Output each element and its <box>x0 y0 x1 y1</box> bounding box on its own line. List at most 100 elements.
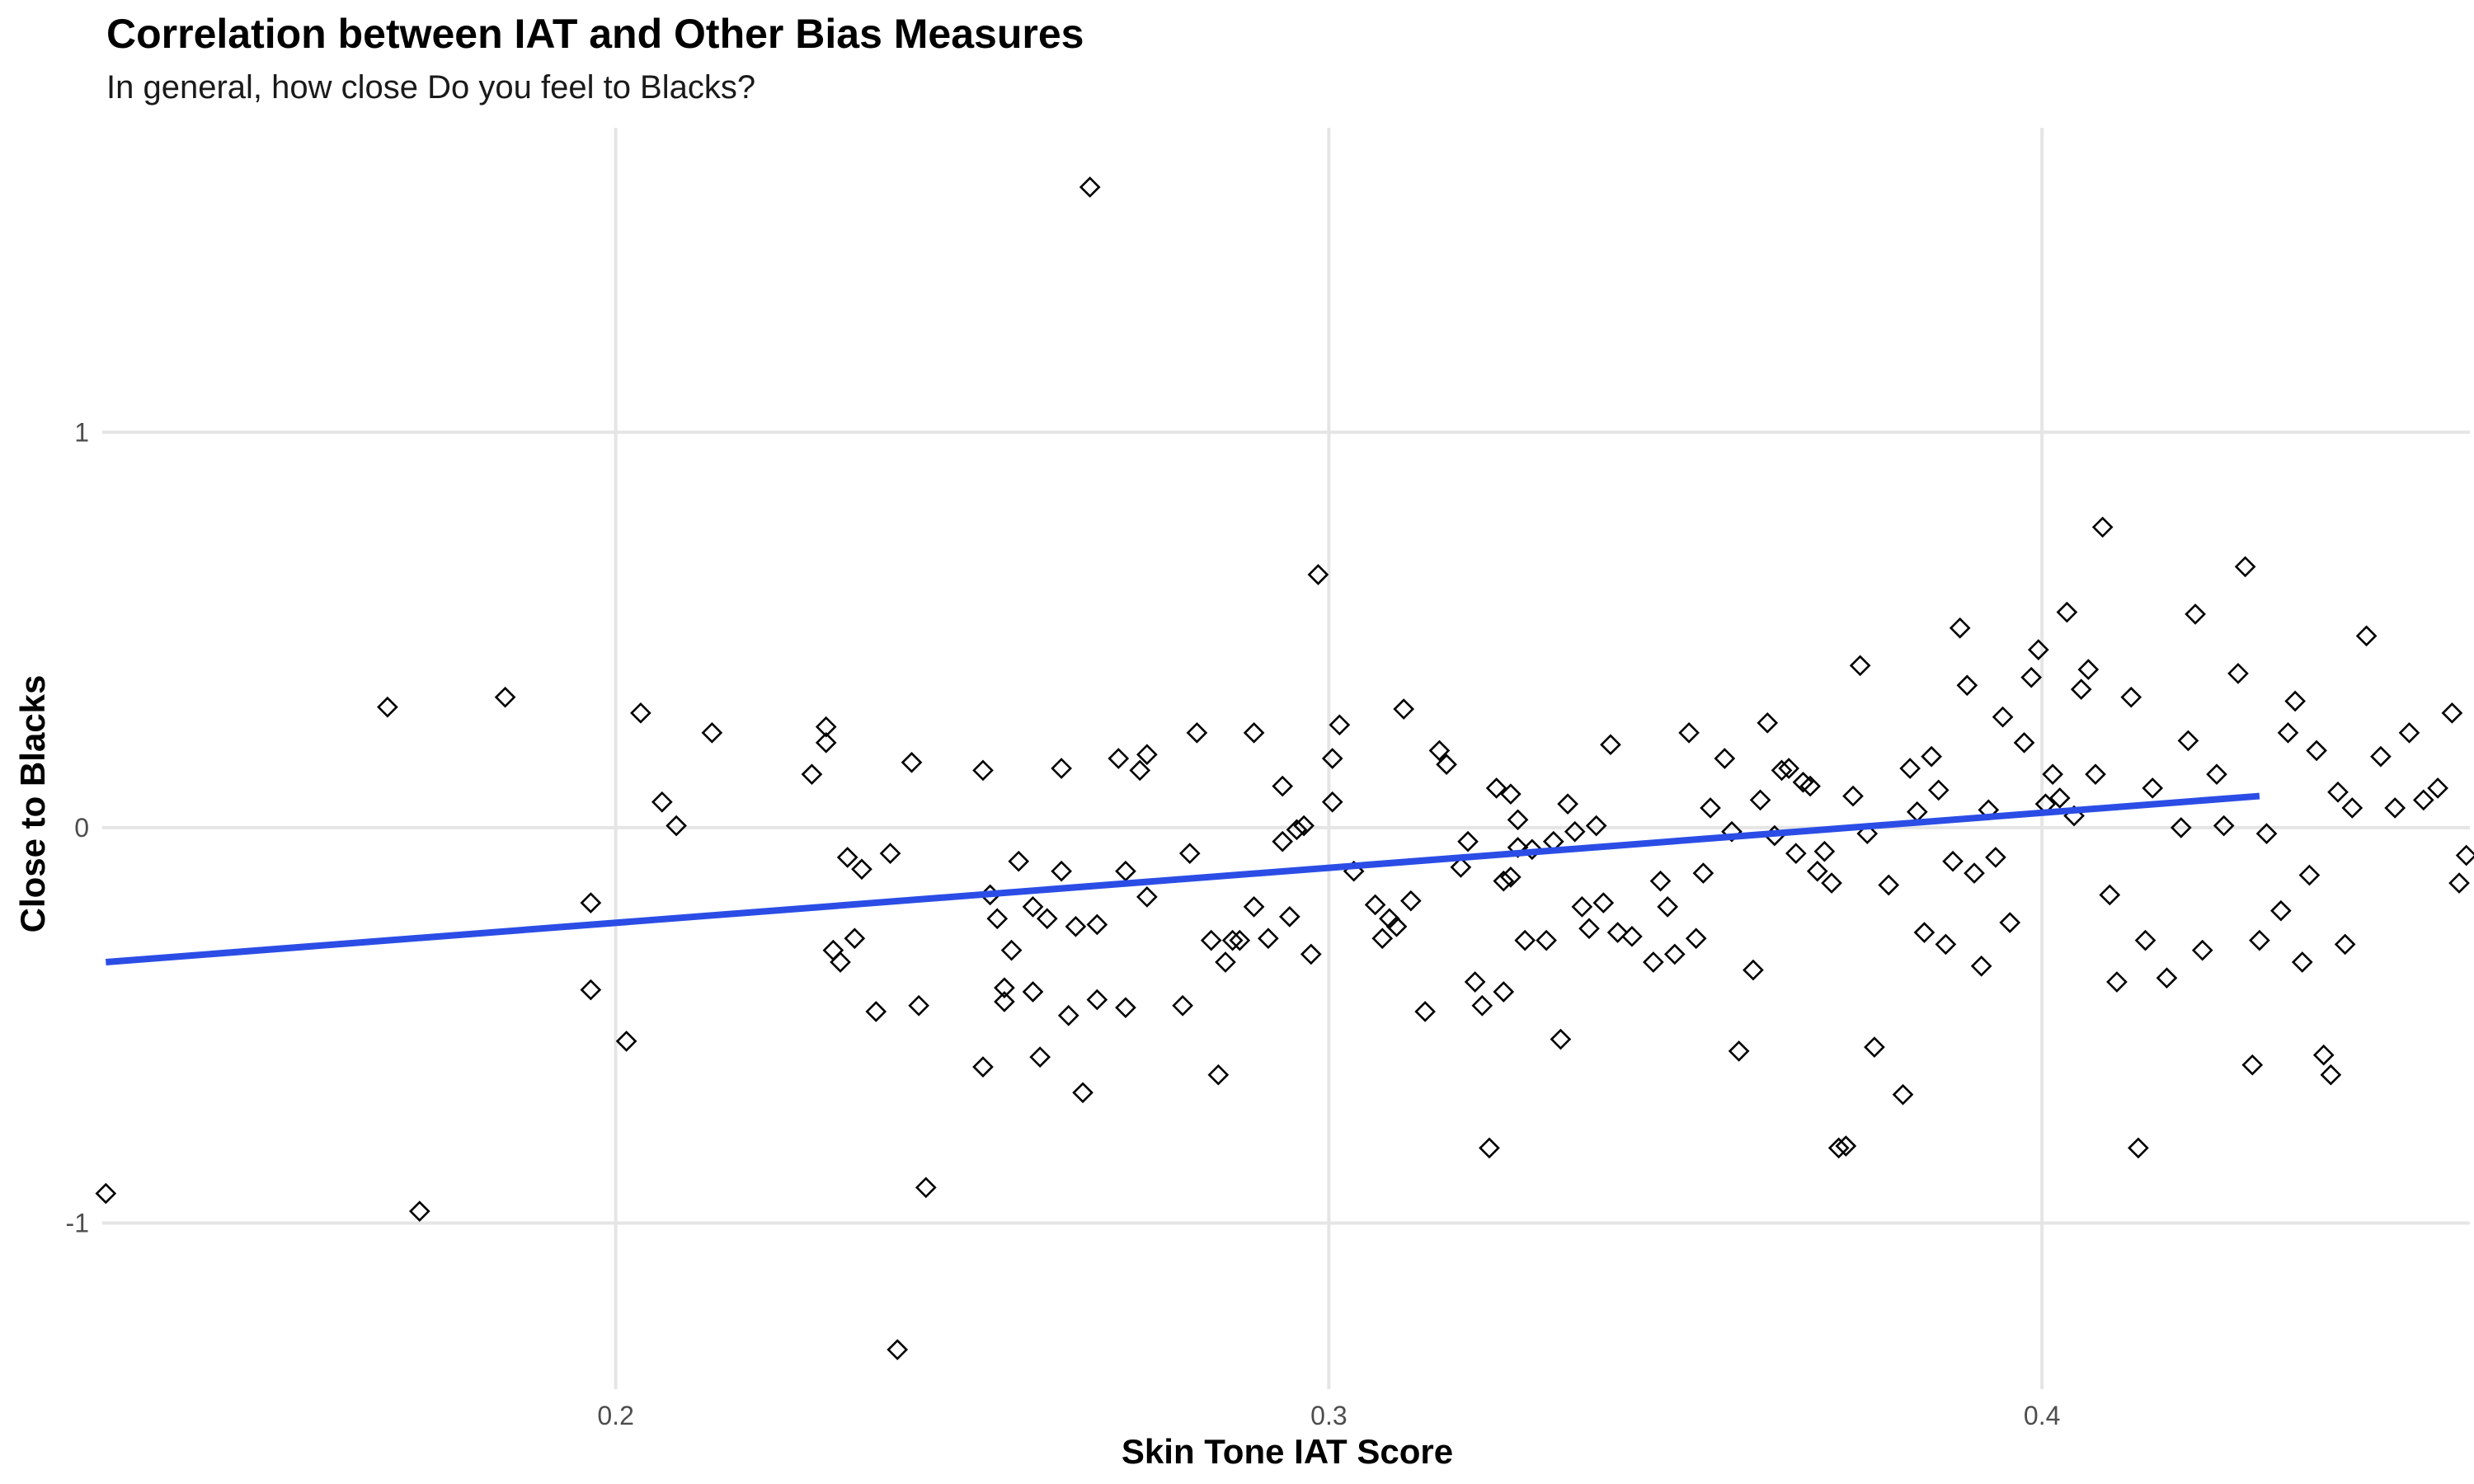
data-point <box>1692 862 1714 884</box>
data-point <box>1272 830 1294 852</box>
data-point <box>1364 894 1386 916</box>
data-point <box>1385 916 1408 937</box>
data-point <box>2042 763 2063 786</box>
data-point <box>1799 775 1821 797</box>
data-point <box>1714 748 1736 769</box>
data-point <box>1008 850 1030 872</box>
data-point <box>2206 763 2227 786</box>
data-point <box>2241 1054 2264 1076</box>
data-point <box>1785 843 1807 864</box>
data-point <box>2077 659 2100 680</box>
data-point <box>1300 943 1322 965</box>
data-point <box>1985 847 2006 868</box>
data-point <box>1221 929 1244 951</box>
data-point <box>972 759 994 782</box>
data-point <box>1571 896 1593 918</box>
data-point <box>1229 929 1251 951</box>
data-point <box>1029 1046 1051 1068</box>
data-point <box>2255 823 2278 844</box>
data-point <box>1564 820 1586 843</box>
data-point <box>1293 815 1315 837</box>
data-point <box>1086 989 1108 1011</box>
data-point <box>2085 763 2106 786</box>
data-point <box>1757 711 1779 734</box>
data-point <box>2427 777 2448 799</box>
data-point <box>1186 721 1208 744</box>
data-point <box>815 731 837 754</box>
data-point <box>2170 817 2192 838</box>
data-point <box>1500 866 1522 888</box>
data-point <box>915 1176 937 1199</box>
data-point <box>994 991 1015 1012</box>
data-point <box>1500 783 1522 805</box>
data-point <box>1835 1135 1857 1157</box>
data-point <box>1215 951 1236 973</box>
data-point <box>1464 971 1486 993</box>
data-point <box>1172 994 1193 1017</box>
data-point <box>2291 951 2313 973</box>
data-point <box>1550 1028 1572 1050</box>
data-point <box>2384 797 2406 819</box>
data-point <box>1999 912 2021 933</box>
data-point <box>2091 516 2114 538</box>
data-point <box>815 716 837 738</box>
chart-title: Correlation between IAT and Other Bias M… <box>106 11 1084 57</box>
data-point <box>1643 951 1664 973</box>
data-point <box>1728 1040 1750 1062</box>
data-point <box>1471 994 1493 1017</box>
data-point <box>2142 777 2164 799</box>
data-point <box>2106 971 2128 993</box>
data-point <box>1649 870 1672 892</box>
data-point <box>822 939 844 961</box>
y-tick-label: 0 <box>74 813 89 843</box>
data-point <box>844 928 866 950</box>
chart-subtitle: In general, how close Do you feel to Bla… <box>106 69 756 106</box>
data-point <box>1272 775 1294 797</box>
data-point <box>1329 714 1351 736</box>
data-point <box>1436 754 1457 776</box>
data-point <box>1321 791 1343 813</box>
data-point <box>1057 1004 1079 1026</box>
data-point <box>2048 787 2071 809</box>
data-point <box>2056 601 2078 623</box>
data-point <box>494 686 516 708</box>
data-point <box>1243 721 1265 744</box>
data-point <box>1051 758 1072 779</box>
data-point <box>1079 176 1101 198</box>
y-axis-title: Close to Blacks <box>13 675 52 933</box>
data-point <box>2249 929 2270 951</box>
data-point <box>1450 857 1472 878</box>
data-point <box>2070 679 2092 700</box>
data-point <box>1592 892 1615 913</box>
x-tick-label: 0.3 <box>1310 1401 1347 1430</box>
trend-line <box>106 792 2260 965</box>
grid-lines <box>102 128 2470 1389</box>
data-point <box>2320 1064 2342 1086</box>
data-point <box>580 979 602 1001</box>
data-point <box>1721 820 1743 843</box>
data-point <box>801 763 823 786</box>
data-point <box>2020 666 2043 688</box>
x-tick-label: 0.4 <box>2024 1401 2060 1430</box>
data-point <box>2455 844 2474 866</box>
data-point <box>1428 740 1451 762</box>
data-point <box>1585 815 1607 837</box>
data-point <box>879 843 901 864</box>
data-point <box>1514 929 1536 951</box>
data-point <box>1771 759 1793 782</box>
data-point <box>1108 748 1130 769</box>
data-point <box>1949 617 1971 639</box>
data-point <box>2134 929 2157 951</box>
data-point <box>1493 870 1515 892</box>
data-point <box>1051 860 1072 882</box>
data-point <box>1036 908 1058 930</box>
data-point <box>2027 639 2049 660</box>
data-point <box>1892 1083 1914 1106</box>
data-point <box>1685 928 1707 950</box>
data-point <box>972 1056 994 1078</box>
data-point <box>1115 997 1136 1018</box>
data-point <box>1200 929 1222 951</box>
data-point <box>851 858 872 881</box>
data-point <box>2156 967 2178 989</box>
data-point <box>2099 884 2121 906</box>
